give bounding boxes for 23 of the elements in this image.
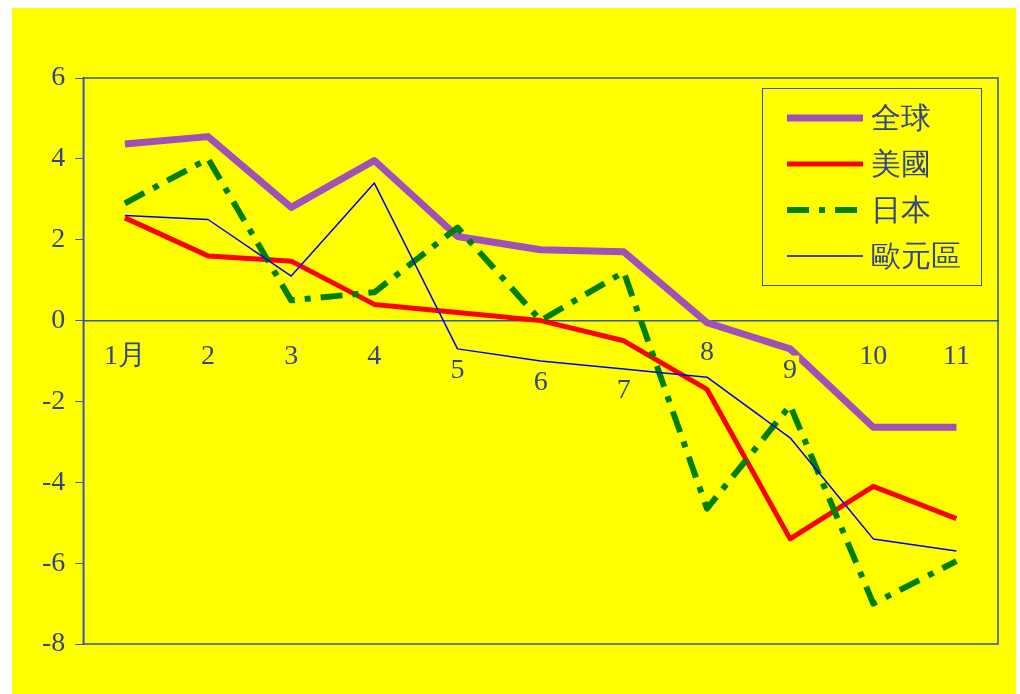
x-tick-label: 9 [783, 352, 798, 384]
x-tick-label: 6 [533, 364, 548, 396]
x-tick-label: 7 [616, 372, 631, 404]
x-tick-label: 2 [201, 338, 216, 370]
x-tick-label: 10 [859, 338, 888, 370]
x-tick-label: 4 [367, 338, 382, 370]
legend-label: 日本 [871, 191, 931, 228]
x-tick-label: 1月 [103, 338, 146, 370]
legend-label: 美國 [871, 145, 931, 182]
y-tick-label: 6 [51, 60, 66, 92]
x-tick-label: 5 [450, 352, 465, 384]
y-tick-label: -4 [42, 464, 66, 496]
y-tick-label: -6 [42, 545, 66, 577]
legend-label: 全球 [871, 99, 931, 136]
legend-label: 歐元區 [871, 237, 961, 274]
y-tick-label: -2 [42, 383, 66, 415]
y-tick-label: 0 [51, 302, 66, 334]
y-tick-label: 4 [51, 141, 66, 173]
y-tick-label: -8 [42, 626, 66, 658]
x-tick-label: 11 [942, 338, 970, 370]
x-tick-label: 8 [699, 334, 714, 366]
x-tick-label: 3 [284, 338, 299, 370]
y-tick-label: 2 [51, 222, 66, 254]
